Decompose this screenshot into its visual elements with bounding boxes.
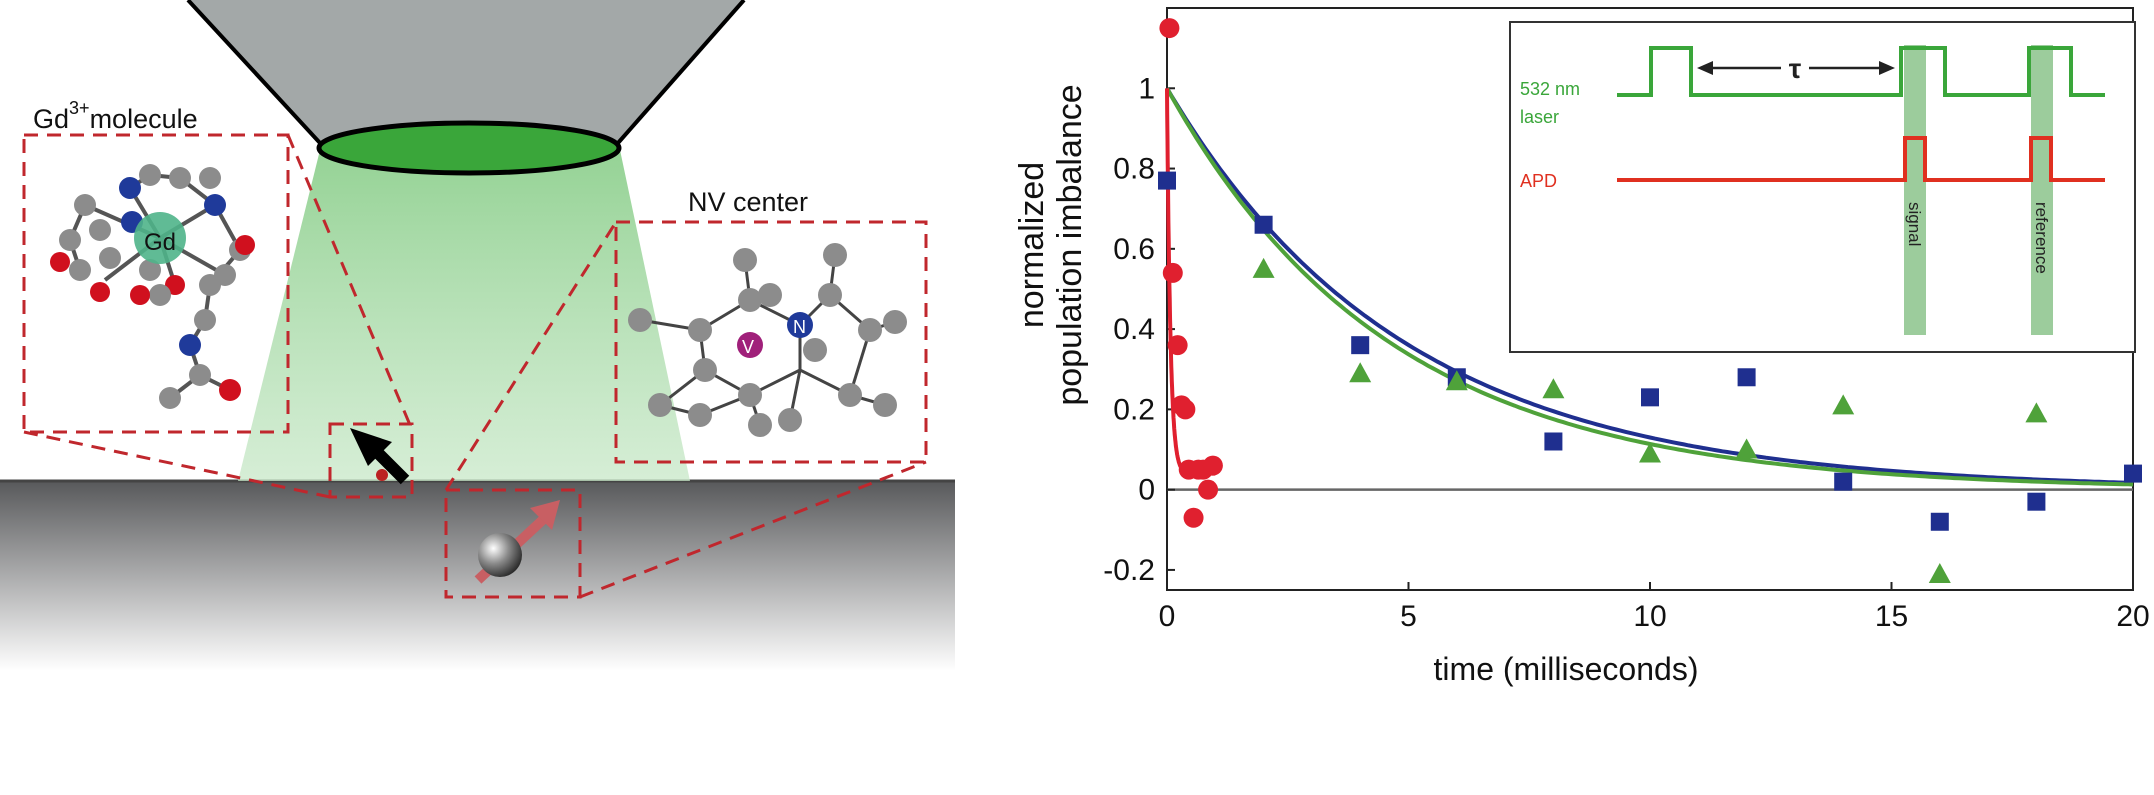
data-point-triangle: [2025, 402, 2048, 423]
tau-label-bg: [1781, 52, 1809, 82]
y-tick-label: -0.2: [1103, 554, 1155, 587]
nv-experiment-illustration: Gd3+molecule Gd: [0, 0, 955, 671]
cone-edge-left: [186, 0, 322, 145]
tau-label: τ: [1789, 53, 1802, 84]
nv-center-label: NV center: [688, 187, 808, 217]
data-point-triangle: [1445, 370, 1468, 391]
y-tick-label: 1: [1138, 72, 1155, 105]
data-point-triangle: [1349, 362, 1372, 383]
data-point-triangle: [1252, 257, 1275, 278]
data-point-circle: [1183, 507, 1204, 528]
nv-spin-icon: [474, 500, 560, 584]
y-tick-label: 0.2: [1113, 393, 1155, 426]
x-tick-label: 10: [1633, 600, 1666, 633]
tau-arrow-head-left: [1697, 61, 1713, 75]
data-point-square: [2124, 464, 2142, 483]
data-point-square: [1737, 368, 1756, 387]
data-point-square: [1158, 171, 1176, 190]
gd-molecule: Gd: [50, 164, 255, 409]
nv-lattice: V N: [628, 243, 907, 437]
gd-molecule-label: Gd3+molecule: [33, 98, 198, 134]
laser-focus-spot: [316, 120, 622, 176]
y-axis-label-line1: normalized: [1013, 162, 1051, 328]
data-point-square: [1254, 215, 1273, 234]
reference-window: [2031, 45, 2053, 335]
x-axis-label: time (milliseconds): [1434, 651, 1699, 687]
cone-edge-right: [616, 0, 746, 145]
objective-cone: [188, 0, 744, 143]
data-point-triangle: [1735, 438, 1758, 459]
laser-label-2: laser: [1520, 107, 1559, 127]
data-point-circle: [1175, 399, 1196, 420]
y-axis-label-line2: population imbalance: [1051, 84, 1089, 405]
apd-label: APD: [1520, 171, 1557, 191]
data-point-square: [1641, 388, 1659, 407]
relaxation-chart: 0 5 10 15 20-0.200.20.40.60.81 normalized po…: [1013, 7, 2150, 687]
laser-trace: [1617, 46, 2105, 97]
y-tick-label: 0.6: [1113, 233, 1155, 266]
apd-trace: [1617, 136, 2105, 182]
x-tick-label: 15: [1875, 600, 1908, 633]
tau-arrow-head-right: [1879, 61, 1895, 75]
data-point-square: [2027, 492, 2046, 511]
data-point-square: [1834, 472, 1853, 491]
signal-label: signal: [1905, 202, 1924, 246]
data-point-circle: [1159, 18, 1180, 39]
x-tick-label: 5: [1400, 600, 1417, 633]
data-point-triangle: [1639, 442, 1661, 463]
signal-window: [1904, 45, 1926, 335]
vacancy-label: V: [742, 337, 754, 357]
data-point-triangle: [1928, 562, 1951, 583]
laser-beam: [238, 150, 690, 481]
pulse-sequence-inset: τ 532 nm laser APD signal reference: [1509, 21, 2136, 353]
data-point-square: [1351, 336, 1370, 355]
gd-spin-arrow-icon: [350, 428, 410, 485]
data-point-triangle: [1542, 378, 1565, 399]
data-point-circle: [1202, 455, 1223, 476]
data-point-circle: [1167, 335, 1188, 356]
data-point-circle: [1198, 479, 1219, 500]
data-point-triangle: [1832, 394, 1855, 415]
y-tick-label: 0.4: [1113, 313, 1155, 346]
data-point-square: [1544, 432, 1563, 451]
x-tick-label: 0: [1159, 600, 1176, 633]
data-point-square: [1930, 512, 1949, 531]
nitrogen-label: N: [793, 317, 806, 337]
laser-label-1: 532 nm: [1520, 79, 1580, 99]
x-tick-label: 20: [2116, 600, 2149, 633]
fit-curve-0: [1165, 87, 2134, 485]
y-tick-label: 0: [1138, 474, 1155, 507]
reference-label: reference: [2032, 202, 2051, 274]
y-tick-label: 0.8: [1113, 153, 1155, 186]
gd-atom-label: Gd: [144, 229, 176, 256]
gd-zoom-box: [22, 133, 414, 499]
nv-zoom-box: [444, 220, 928, 599]
data-point-circle: [1162, 262, 1183, 283]
